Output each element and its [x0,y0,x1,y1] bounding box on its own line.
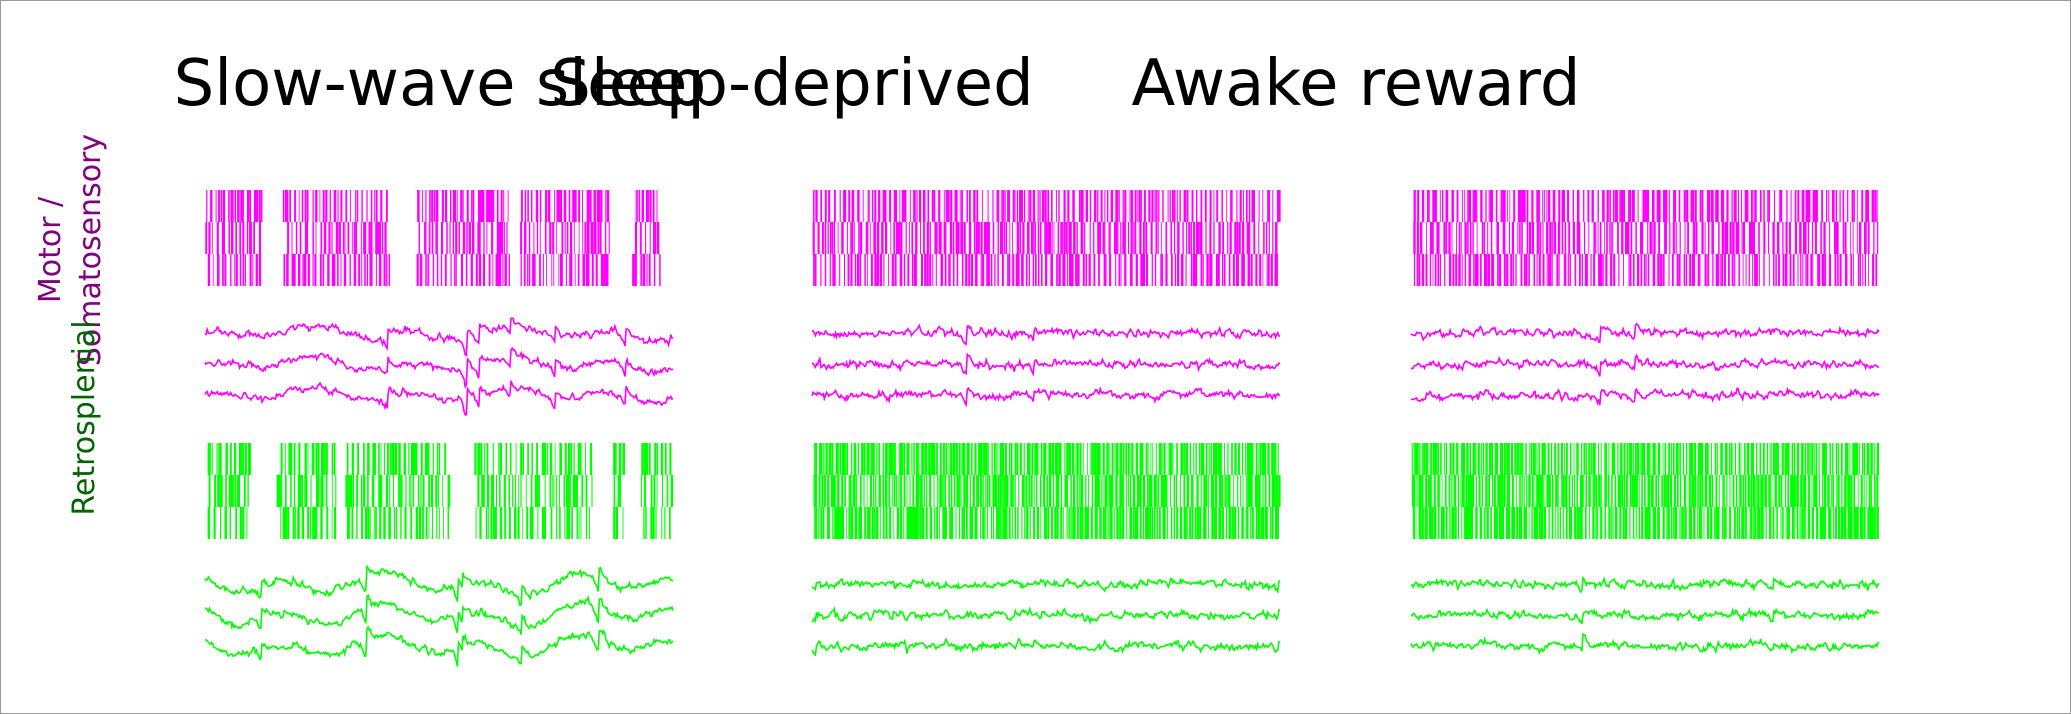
column-title-slow-wave-sleep: Slow-wave sleep [173,47,707,121]
lfp-trace-0-1-0 [811,323,1281,346]
lfp-trace-1-0-2 [204,625,674,667]
column-title-awake-reward: Awake reward [1131,47,1581,121]
raster-1-1 [813,443,1281,539]
lfp-trace-1-0-0 [204,564,674,607]
raster-0-1 [812,190,1281,286]
lfp-trace-1-2-2 [1410,632,1880,656]
lfp-trace-0-0-1 [204,346,674,389]
lfp-trace-1-2-1 [1410,606,1880,625]
lfp-trace-0-1-1 [811,351,1281,377]
lfp-trace-0-1-2 [811,385,1281,408]
lfp-trace-1-2-0 [1410,575,1880,594]
lfp-trace-0-2-0 [1410,322,1880,344]
lfp-trace-0-0-0 [204,317,674,357]
lfp-trace-0-0-2 [204,380,674,416]
lfp-trace-1-1-0 [811,577,1281,595]
column-title-sleep-deprived: Sleep-deprived [550,47,1034,121]
lfp-trace-1-0-1 [204,593,674,635]
lfp-trace-1-1-2 [811,637,1281,657]
lfp-trace-1-1-1 [811,606,1281,626]
raster-1-2 [1411,443,1880,539]
raster-1-0 [207,443,674,539]
lfp-trace-0-2-1 [1410,353,1880,377]
raster-0-0 [205,190,661,286]
raster-0-2 [1413,190,1879,286]
lfp-trace-0-2-2 [1410,386,1880,406]
